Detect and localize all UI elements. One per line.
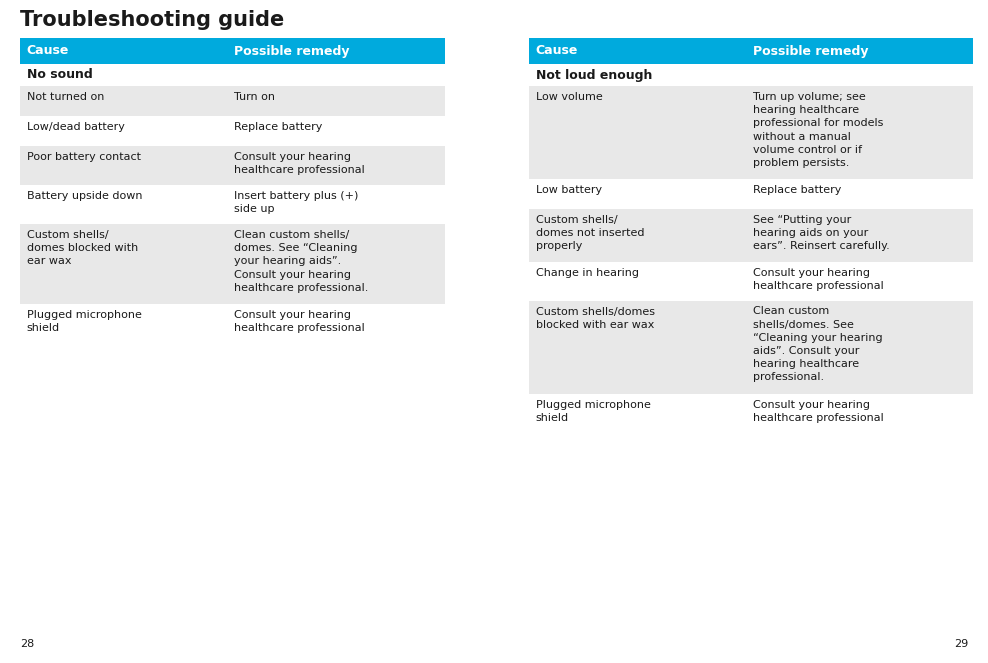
Text: Consult your hearing
healthcare professional: Consult your hearing healthcare professi… [753, 267, 883, 290]
Text: Custom shells/
domes not inserted
properly: Custom shells/ domes not inserted proper… [535, 215, 644, 251]
Text: Plugged microphone
shield: Plugged microphone shield [535, 400, 650, 423]
Text: Low battery: Low battery [535, 185, 602, 195]
Bar [529, 86, 973, 179]
Bar [20, 38, 445, 64]
Text: Not turned on: Not turned on [27, 92, 104, 102]
Text: Troubleshooting guide: Troubleshooting guide [20, 10, 285, 30]
Text: Not loud enough: Not loud enough [535, 68, 652, 82]
Text: Clean custom
shells/domes. See
“Cleaning your hearing
aids”. Consult your
hearin: Clean custom shells/domes. See “Cleaning… [753, 306, 882, 383]
Text: Possible remedy: Possible remedy [753, 44, 868, 58]
Text: Custom shells/
domes blocked with
ear wax: Custom shells/ domes blocked with ear wa… [27, 230, 138, 267]
Text: Possible remedy: Possible remedy [234, 44, 350, 58]
Text: Battery upside down: Battery upside down [27, 191, 142, 201]
Text: Consult your hearing
healthcare professional: Consult your hearing healthcare professi… [753, 400, 883, 423]
Text: Low/dead battery: Low/dead battery [27, 122, 124, 132]
Bar [529, 209, 973, 261]
Text: Clean custom shells/
domes. See “Cleaning
your hearing aids”.
Consult your heari: Clean custom shells/ domes. See “Cleanin… [234, 230, 369, 293]
Text: See “Putting your
hearing aids on your
ears”. Reinsert carefully.: See “Putting your hearing aids on your e… [753, 215, 889, 251]
Text: Consult your hearing
healthcare professional: Consult your hearing healthcare professi… [234, 310, 365, 333]
Bar [529, 261, 973, 300]
Text: Plugged microphone
shield: Plugged microphone shield [27, 310, 141, 333]
Text: Consult your hearing
healthcare professional: Consult your hearing healthcare professi… [234, 152, 365, 175]
Text: 28: 28 [20, 639, 35, 649]
Text: Replace battery: Replace battery [753, 185, 842, 195]
Text: Low volume: Low volume [535, 92, 603, 102]
Text: Turn up volume; see
hearing healthcare
professional for models
without a manual
: Turn up volume; see hearing healthcare p… [753, 92, 883, 168]
Bar [20, 86, 445, 116]
Text: Cause: Cause [27, 44, 69, 58]
Bar [529, 300, 973, 394]
Bar [20, 304, 445, 343]
Bar [529, 394, 973, 432]
Bar [20, 224, 445, 304]
Text: Custom shells/domes
blocked with ear wax: Custom shells/domes blocked with ear wax [535, 306, 655, 330]
Bar [20, 116, 445, 146]
Bar [20, 146, 445, 185]
Text: Change in hearing: Change in hearing [535, 267, 638, 278]
Text: Cause: Cause [535, 44, 578, 58]
Bar [529, 179, 973, 209]
Bar [20, 185, 445, 224]
Text: Turn on: Turn on [234, 92, 276, 102]
Text: No sound: No sound [27, 68, 93, 82]
Text: Poor battery contact: Poor battery contact [27, 152, 140, 162]
Text: 29: 29 [953, 639, 968, 649]
Text: Insert battery plus (+)
side up: Insert battery plus (+) side up [234, 191, 359, 214]
Text: Replace battery: Replace battery [234, 122, 323, 132]
Bar [529, 38, 973, 64]
